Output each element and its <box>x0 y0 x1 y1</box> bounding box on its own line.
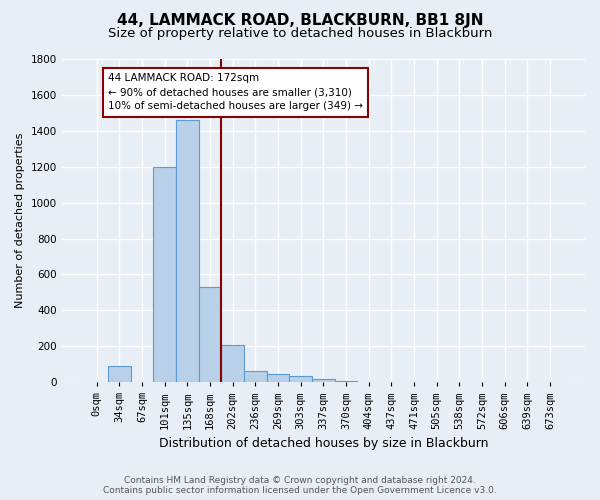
Text: 44 LAMMACK ROAD: 172sqm
← 90% of detached houses are smaller (3,310)
10% of semi: 44 LAMMACK ROAD: 172sqm ← 90% of detache… <box>108 74 363 112</box>
Bar <box>221 346 244 382</box>
X-axis label: Distribution of detached houses by size in Blackburn: Distribution of detached houses by size … <box>158 437 488 450</box>
Bar <box>312 378 335 382</box>
Bar <box>244 372 266 382</box>
Bar <box>289 376 312 382</box>
Text: Contains HM Land Registry data © Crown copyright and database right 2024.
Contai: Contains HM Land Registry data © Crown c… <box>103 476 497 495</box>
Bar <box>335 381 358 382</box>
Text: 44, LAMMACK ROAD, BLACKBURN, BB1 8JN: 44, LAMMACK ROAD, BLACKBURN, BB1 8JN <box>117 12 483 28</box>
Bar <box>266 374 289 382</box>
Bar <box>108 366 131 382</box>
Y-axis label: Number of detached properties: Number of detached properties <box>15 133 25 308</box>
Bar <box>154 166 176 382</box>
Text: Size of property relative to detached houses in Blackburn: Size of property relative to detached ho… <box>108 28 492 40</box>
Bar <box>176 120 199 382</box>
Bar <box>199 287 221 382</box>
